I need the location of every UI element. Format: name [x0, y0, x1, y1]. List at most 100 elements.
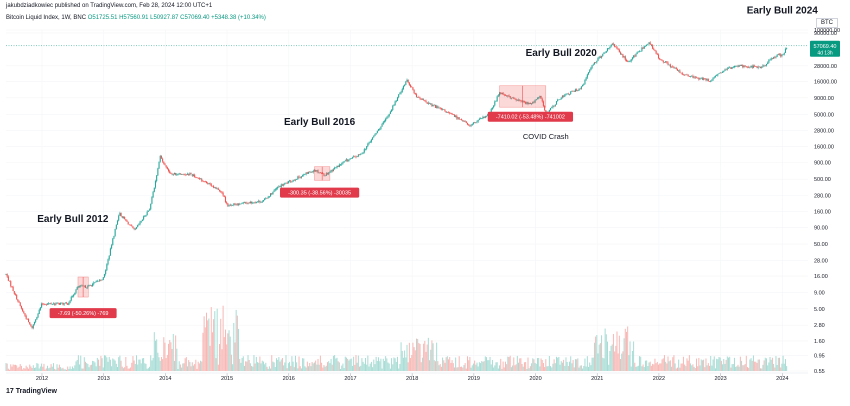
tradingview-brand[interactable]: 17 TradingView [6, 388, 57, 395]
volume-bar [268, 366, 270, 371]
volume-bar [566, 361, 568, 371]
volume-bar [253, 355, 255, 371]
candle-body [239, 203, 241, 205]
volume-bar [768, 362, 770, 371]
volume-bar [248, 360, 250, 371]
volume-bar [523, 362, 525, 371]
volume-bar [686, 358, 688, 371]
volume-bar [488, 360, 490, 371]
volume-bar [560, 361, 562, 371]
volume-bar [617, 353, 619, 371]
candle-body [749, 67, 751, 68]
volume-bar [452, 363, 454, 371]
volume-bar [433, 360, 435, 371]
candle-body [54, 303, 56, 305]
measure-tag-label: -7.69 (-50.26%) -769 [58, 311, 109, 317]
candle-body [729, 67, 731, 69]
candle-body [256, 201, 259, 203]
candle-body [160, 155, 162, 159]
volume-bars [5, 305, 788, 371]
candle-body [227, 203, 229, 206]
candle-body [232, 204, 234, 206]
volume-bar [675, 368, 677, 371]
candle-body [280, 184, 282, 188]
volume-bar [240, 362, 242, 371]
volume-bar [315, 360, 317, 371]
volume-bar [647, 365, 649, 371]
volume-bar [152, 357, 154, 371]
volume-bar [275, 358, 277, 371]
volume-bar [563, 359, 565, 371]
candle-body [205, 181, 208, 184]
candle-body [565, 93, 567, 95]
time-axis[interactable]: 2012 2013 2014 2015 2016 2017 2018 2019 2020 2021… [6, 372, 808, 382]
volume-bar [706, 365, 708, 371]
volume-bar [342, 363, 344, 371]
volume-bar [710, 355, 712, 371]
candle-body [682, 74, 684, 76]
candle-body [595, 62, 597, 63]
candle-body [513, 97, 515, 99]
volume-bar [341, 365, 343, 371]
volume-bar [660, 363, 662, 371]
volume-bar [585, 366, 587, 371]
candle-body [118, 215, 120, 221]
volume-bar [192, 365, 194, 371]
volume-bar [262, 361, 264, 371]
volume-bar [703, 359, 705, 371]
candle-body [640, 50, 642, 52]
volume-bar [144, 363, 146, 371]
candle-body [362, 152, 364, 154]
candle-body [516, 100, 518, 101]
candle-body [128, 224, 130, 226]
volume-bar [761, 368, 763, 371]
volume-bar [673, 355, 675, 371]
volume-bar [95, 366, 97, 371]
candle-body [402, 86, 404, 89]
volume-bar [406, 344, 408, 371]
volume-bar [214, 311, 216, 371]
candle-body [17, 299, 19, 302]
candle-body [528, 102, 530, 105]
candle-body [704, 78, 706, 79]
volume-bar [532, 358, 534, 371]
candle-body [83, 285, 85, 287]
candle-body [688, 76, 690, 77]
volume-bar [432, 343, 434, 371]
candle-body [328, 172, 330, 175]
volume-bar [743, 365, 745, 371]
candle-body [131, 225, 133, 227]
volume-bar [207, 320, 209, 371]
volume-bar [283, 365, 285, 371]
candle-body [519, 99, 521, 101]
volume-bar [22, 369, 24, 371]
volume-bar [629, 341, 631, 371]
volume-bar [364, 357, 366, 371]
volume-bar [438, 365, 440, 371]
candle-body [531, 103, 533, 104]
currency-label[interactable]: BTC [816, 18, 838, 28]
volume-bar [561, 362, 563, 371]
candle-body [472, 122, 474, 124]
candle-body [143, 216, 145, 220]
volume-bar [5, 363, 7, 371]
volume-bar [395, 361, 397, 371]
candle-body [224, 196, 227, 203]
volume-bar [592, 357, 594, 371]
volume-bar [18, 366, 20, 371]
candle-body [438, 107, 440, 109]
candle-body [750, 65, 752, 68]
volume-bar [335, 358, 337, 371]
candle-body [195, 177, 197, 178]
candle-body [525, 102, 527, 104]
candle-body [315, 170, 317, 172]
candle-body [490, 108, 492, 114]
measure-tag [49, 308, 117, 319]
volume-bar [208, 318, 210, 371]
candle-body [200, 178, 202, 180]
volume-bar [170, 342, 172, 371]
candle-body [742, 64, 744, 68]
